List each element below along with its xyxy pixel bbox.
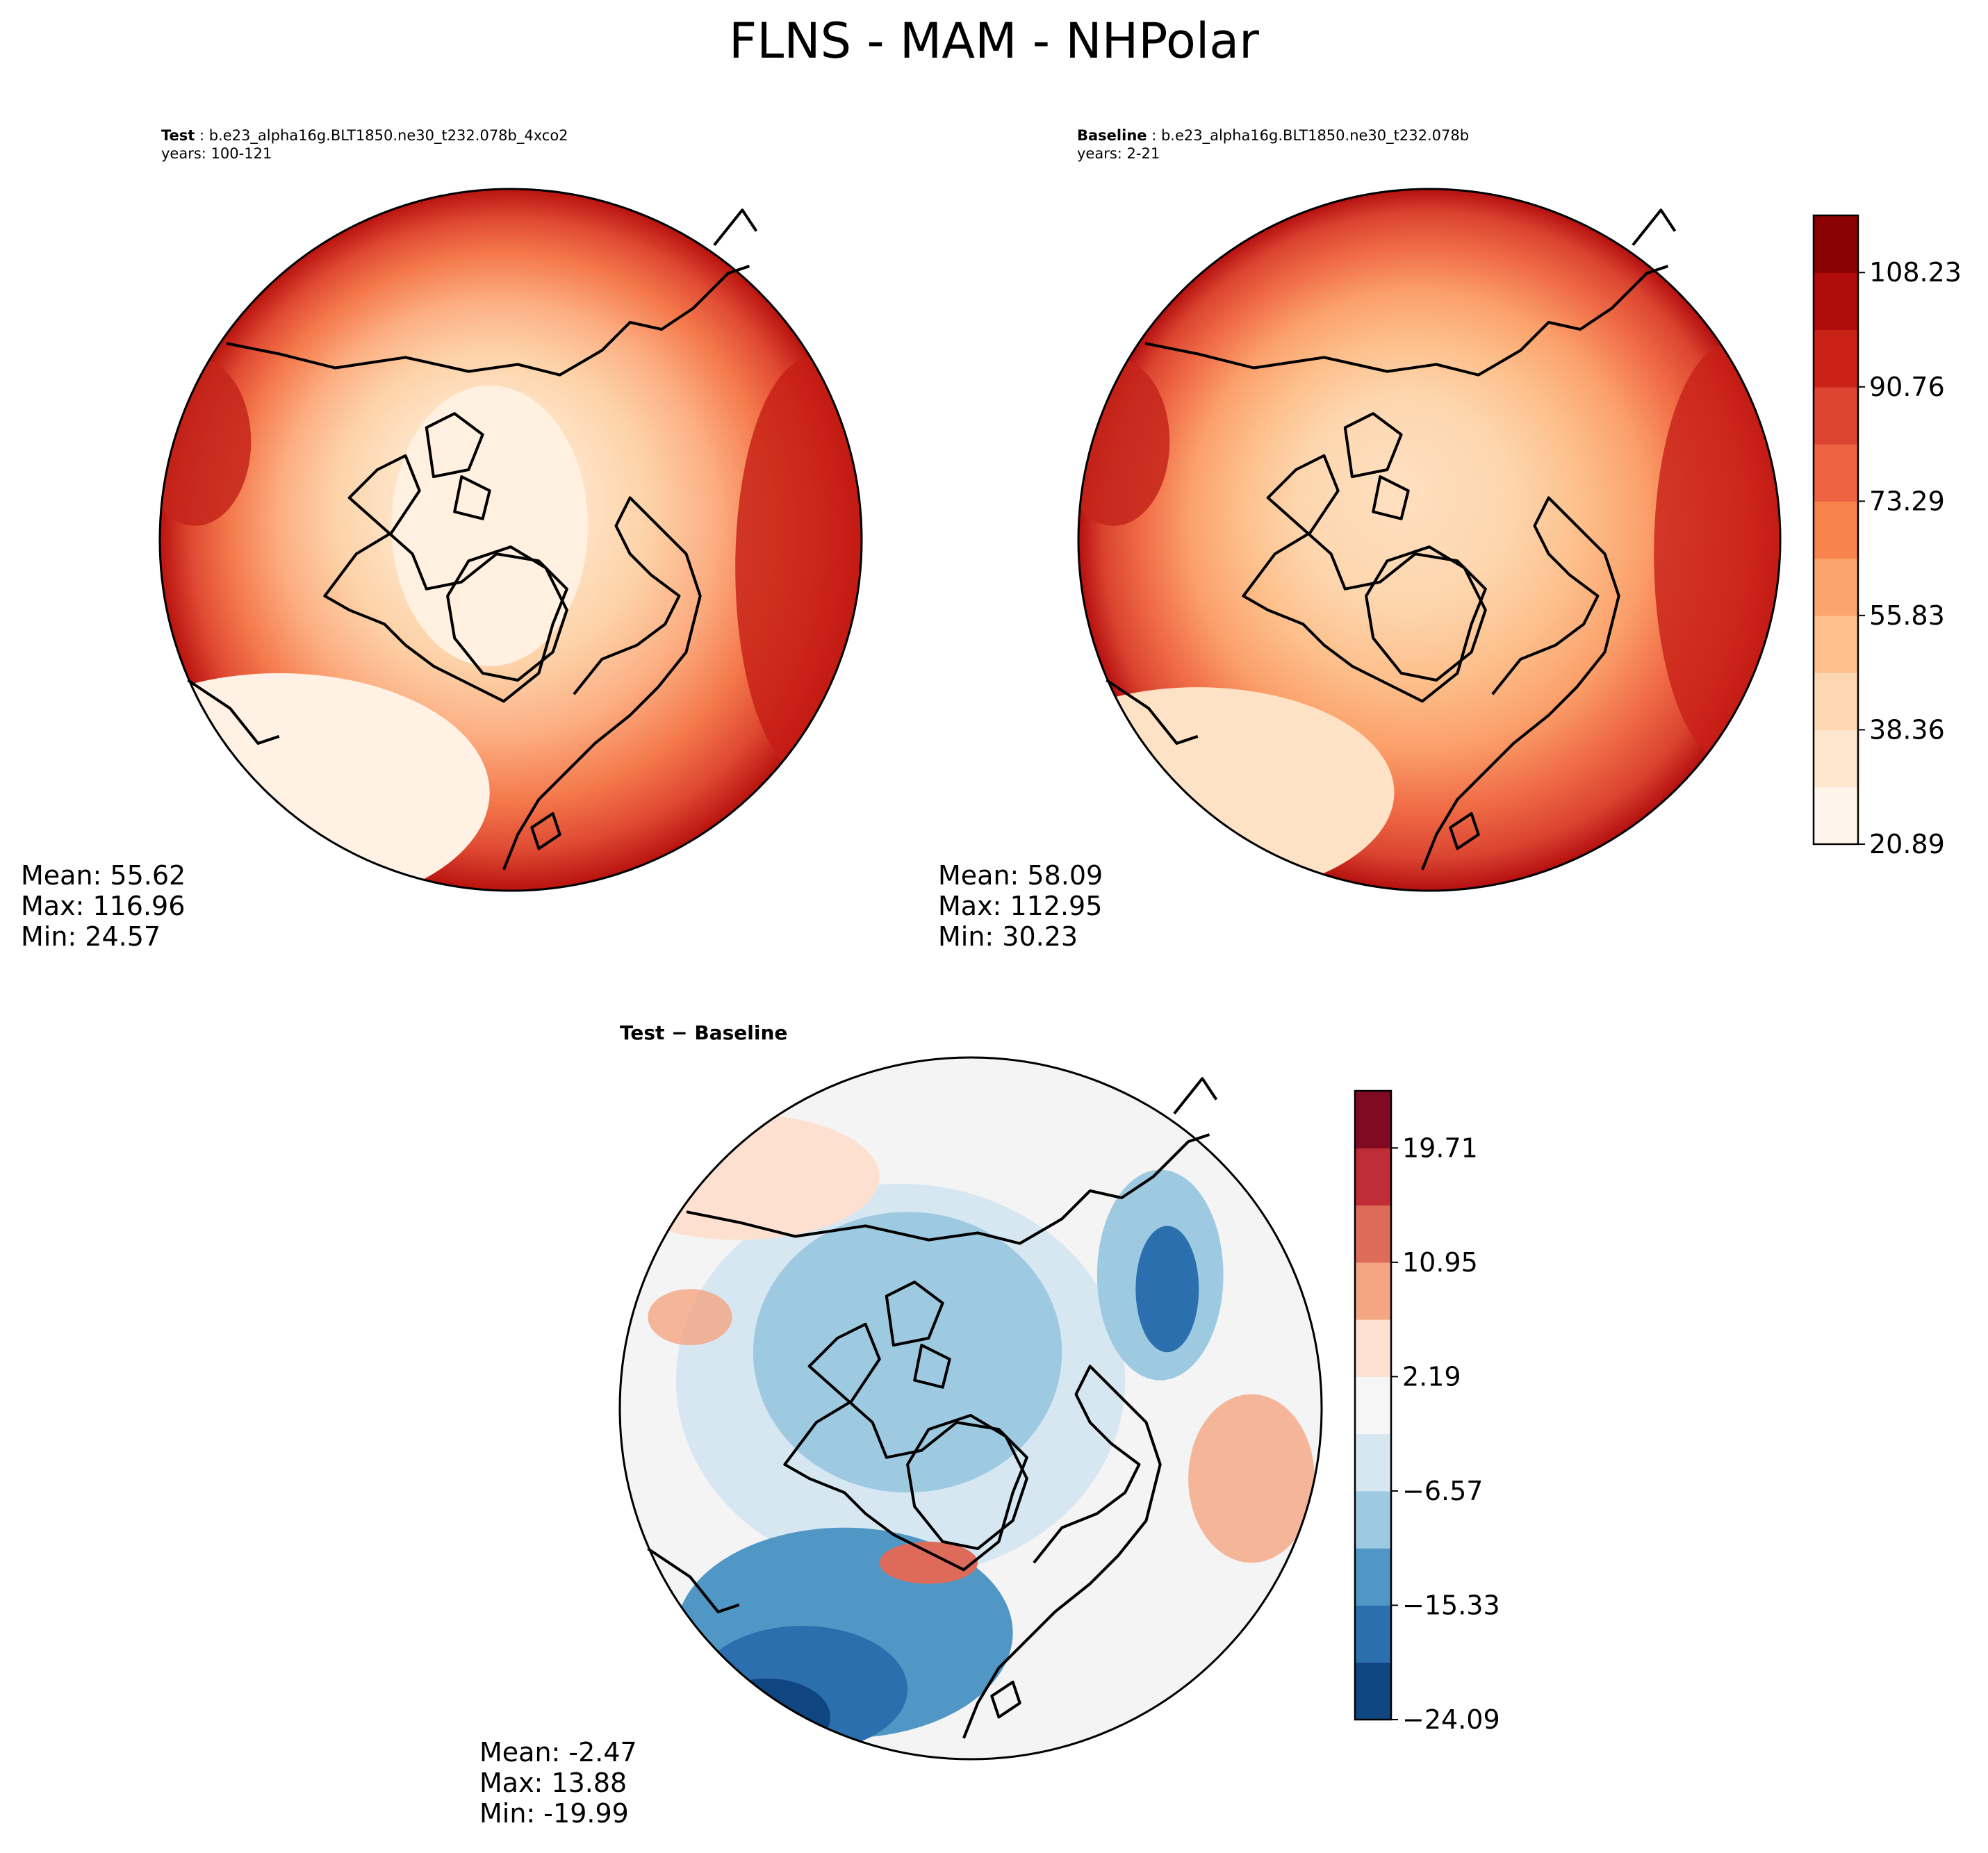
baseline-case-label: Baseline <box>1077 127 1147 144</box>
diff-map-border <box>618 1056 1323 1761</box>
baseline-coastlines <box>1106 208 1677 871</box>
baseline-stat-max: Max: 112.95 <box>938 891 1103 921</box>
diff-colorbar-segment <box>1355 1662 1391 1720</box>
main-colorbar-segment <box>1814 215 1858 273</box>
diff-colorbar-segment <box>1355 1262 1391 1320</box>
main-colorbar-tick-label: 20.89 <box>1869 829 1945 859</box>
diff-colorbar-tick-label: −15.33 <box>1402 1590 1500 1620</box>
baseline-stat-mean: Mean: 58.09 <box>938 860 1103 891</box>
diff-colorbar: −24.09 −15.33 −6.57 2.19 10.95 19.71 <box>1354 1089 1500 1735</box>
baseline-polar-map <box>1077 188 1782 892</box>
diff-field-patch <box>704 1678 830 1756</box>
test-case-sep: : <box>195 127 209 144</box>
main-colorbar-tick-label: 108.23 <box>1869 257 1962 288</box>
diff-stat-max: Max: 13.88 <box>479 1768 627 1798</box>
baseline-stat-min: Min: 30.23 <box>938 921 1078 952</box>
diff-colorbar-segment <box>1355 1091 1391 1148</box>
diff-colorbar-segment <box>1355 1433 1391 1492</box>
main-colorbar-segment <box>1814 329 1858 388</box>
main-colorbar-segment <box>1814 730 1858 788</box>
baseline-subtitle: Baseline : b.e23_alpha16g.BLT1850.ne30_t… <box>1077 126 1469 163</box>
baseline-case-sep: : <box>1147 127 1161 144</box>
diff-colorbar-segment <box>1355 1205 1391 1263</box>
test-field-patch <box>735 357 862 779</box>
test-years: years: 100-121 <box>161 145 272 162</box>
test-field-patch <box>391 385 589 666</box>
test-case-label: Test <box>161 127 195 144</box>
test-polar-map <box>158 188 863 892</box>
baseline-years: years: 2-21 <box>1077 145 1160 162</box>
diff-field-patch <box>648 1289 732 1346</box>
diff-colorbar-frame <box>1354 1089 1393 1721</box>
diff-colorbar-tick-label: 19.71 <box>1402 1133 1478 1163</box>
test-coastlines <box>187 208 758 871</box>
baseline-map-border <box>1077 188 1782 892</box>
diff-title: Test − Baseline <box>620 1021 788 1044</box>
diff-colorbar-segment <box>1355 1376 1391 1435</box>
main-colorbar-segment <box>1814 501 1858 559</box>
test-subtitle: Test : b.e23_alpha16g.BLT1850.ne30_t232.… <box>161 126 568 163</box>
baseline-field-patch <box>1078 357 1170 526</box>
test-stat-min: Min: 24.57 <box>21 921 161 952</box>
baseline-stats: Mean: 58.09 Max: 112.95 Min: 30.23 <box>938 860 1103 952</box>
diff-stat-mean: Mean: -2.47 <box>479 1737 637 1768</box>
main-colorbar-segment <box>1814 615 1858 673</box>
main-colorbar-segment <box>1814 444 1858 502</box>
diff-field-patch <box>753 1212 1062 1493</box>
diff-colorbar-segment <box>1355 1548 1391 1606</box>
main-colorbar-segment <box>1814 558 1858 616</box>
diff-colorbar-segment <box>1355 1490 1391 1549</box>
test-field-patch <box>160 357 252 526</box>
test-stat-mean: Mean: 55.62 <box>21 860 186 891</box>
test-map-border <box>158 188 863 892</box>
diff-colorbar-tick-label: 2.19 <box>1402 1361 1461 1392</box>
baseline-case-name: b.e23_alpha16g.BLT1850.ne30_t232.078b <box>1160 127 1470 144</box>
diff-colorbar-segment <box>1355 1148 1391 1206</box>
main-colorbar-tick-label: 90.76 <box>1869 372 1945 402</box>
diff-polar-map <box>618 1056 1323 1761</box>
diff-coastlines <box>647 1077 1218 1739</box>
main-colorbar-segment <box>1814 787 1858 845</box>
diff-stat-min: Min: -19.99 <box>479 1798 629 1829</box>
diff-colorbar-segment <box>1355 1319 1391 1377</box>
main-colorbar-tick-label: 55.83 <box>1869 600 1945 631</box>
main-colorbar-segment <box>1814 673 1858 730</box>
test-stats: Mean: 55.62 Max: 116.96 Min: 24.57 <box>21 860 186 952</box>
test-stat-max: Max: 116.96 <box>21 891 186 921</box>
figure-title: FLNS - MAM - NHPolar <box>729 13 1259 69</box>
diff-colorbar-tick-label: −6.57 <box>1402 1476 1483 1506</box>
diff-field-patch <box>879 1541 978 1584</box>
main-colorbar-tick-label: 73.29 <box>1869 486 1945 516</box>
test-case-name: b.e23_alpha16g.BLT1850.ne30_t232.078b_4x… <box>208 127 568 144</box>
baseline-field-patch <box>1654 343 1780 765</box>
diff-colorbar-tick-label: −24.09 <box>1402 1704 1500 1735</box>
diff-colorbar-tick-label: 10.95 <box>1402 1247 1478 1278</box>
main-colorbar-segment <box>1814 386 1858 445</box>
diff-field-patch <box>1135 1226 1199 1353</box>
diff-colorbar-segment <box>1355 1605 1391 1663</box>
main-colorbar-tick-label: 38.36 <box>1869 714 1945 745</box>
main-colorbar-segment <box>1814 272 1858 331</box>
main-colorbar: 20.89 38.36 55.83 73.29 90.76 108.23 <box>1812 214 1962 859</box>
diff-stats: Mean: -2.47 Max: 13.88 Min: -19.99 <box>479 1737 637 1829</box>
diff-field-patch <box>1188 1394 1315 1563</box>
main-colorbar-frame <box>1812 214 1859 846</box>
